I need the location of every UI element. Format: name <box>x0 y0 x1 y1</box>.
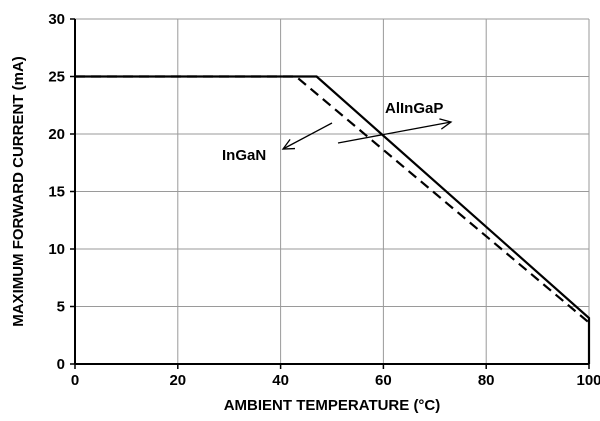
y-tick-label: 0 <box>57 356 65 373</box>
ingan-annotation-arrow <box>282 122 333 150</box>
ingan-annotation-arrow-head <box>281 138 296 150</box>
y-axis-label: MAXIMUM FORWARD CURRENT (mA) <box>10 56 27 327</box>
alingap-series-line <box>75 75 591 364</box>
y-tick-label: 20 <box>48 126 65 143</box>
x-axis-label: AMBIENT TEMPERATURE (°C) <box>224 397 441 414</box>
x-tick-label: 0 <box>71 372 79 389</box>
x-tick-label: 80 <box>478 372 495 389</box>
gridlines <box>74 18 590 365</box>
axes <box>70 18 590 369</box>
x-tick-label: 20 <box>169 372 186 389</box>
y-tick-label: 10 <box>48 241 65 258</box>
series-layer <box>75 75 591 364</box>
alingap-annotation-label: AlInGaP <box>385 100 443 117</box>
annotations: AlInGaP InGaN <box>222 100 453 164</box>
tick-labels: 0 20 40 60 80 100 0 5 10 15 20 25 30 <box>48 11 600 389</box>
y-tick-label: 30 <box>48 11 65 28</box>
alingap-annotation-arrow <box>337 121 452 144</box>
y-tick-label: 15 <box>48 184 65 201</box>
y-tick-label: 25 <box>48 69 65 86</box>
alingap-annotation-arrow-head <box>439 118 453 130</box>
ingan-annotation-label: InGaN <box>222 147 266 164</box>
x-tick-label: 60 <box>375 372 392 389</box>
x-tick-label: 100 <box>576 372 600 389</box>
ingan-series-line <box>75 75 590 324</box>
y-tick-label: 5 <box>57 299 65 316</box>
x-tick-label: 40 <box>272 372 289 389</box>
